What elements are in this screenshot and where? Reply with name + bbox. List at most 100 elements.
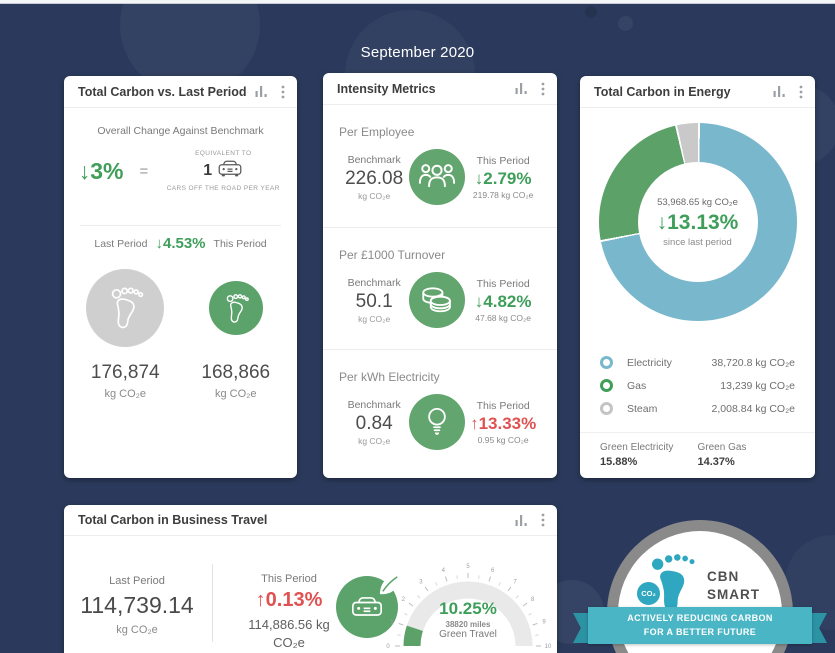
- energy-legend: Electricity 38,720.8 kg CO₂e Gas 13,239 …: [580, 351, 815, 420]
- per-employee-section: Per Employee Benchmark 226.08 kg CO₂e Th…: [323, 105, 557, 227]
- ribbon-line1: ACTIVELY REDUCING CARBON: [627, 613, 773, 624]
- svg-text:9: 9: [542, 619, 546, 625]
- leaf-icon: [378, 573, 403, 603]
- this-period-footprint-column: 168,866 kg CO₂e: [181, 269, 292, 400]
- kebab-menu-icon[interactable]: [541, 513, 545, 527]
- footprint-icon-this-period: [208, 281, 263, 335]
- green-electricity-label: Green Electricity: [600, 442, 674, 453]
- electricity-ring-icon: [600, 356, 613, 369]
- change-value: ↓4.82%: [474, 291, 532, 311]
- legend-row-electricity[interactable]: Electricity 38,720.8 kg CO₂e: [580, 351, 815, 374]
- actual-value: 47.68 kg CO₂e: [475, 312, 532, 323]
- card-header: Intensity Metrics: [323, 73, 557, 105]
- footprint-logo-icon: [635, 545, 708, 626]
- green-travel-gauge-svg: 0 1 2 3 4 5 6 7 8 9 10: [386, 564, 552, 650]
- bar-chart-icon[interactable]: [255, 85, 269, 98]
- card-title: Total Carbon vs. Last Period: [78, 84, 247, 99]
- bar-chart-icon[interactable]: [515, 514, 529, 527]
- last-period-footprint-column: 176,874 kg CO₂e: [70, 269, 181, 400]
- travel-this-period-block: This Period ↑0.13% 114,886.56 kg CO₂e: [224, 573, 354, 651]
- svg-text:3: 3: [419, 579, 423, 585]
- vertical-divider: [212, 564, 213, 642]
- equals-sign: =: [139, 162, 149, 180]
- benchmark-value: 226.08: [345, 167, 404, 189]
- last-period-label: Last Period: [109, 575, 165, 587]
- change-value: ↓2.79%: [474, 168, 532, 188]
- this-period-label: This Period: [213, 237, 267, 250]
- bar-chart-icon[interactable]: [773, 85, 787, 98]
- kebab-menu-icon[interactable]: [541, 82, 545, 96]
- section-label: Per £1000 Turnover: [339, 248, 446, 262]
- last-period-unit: kg CO₂e: [116, 624, 158, 636]
- legend-name: Steam: [627, 402, 658, 415]
- benchmark-value: 50.1: [355, 290, 393, 312]
- legend-value: 38,720.8 kg CO₂e: [711, 356, 795, 369]
- cars-off-road-label: CARS OFF THE ROAD PER YEAR: [166, 185, 280, 192]
- benchmark-label: Benchmark: [347, 276, 401, 289]
- energy-donut-center: 53,968.65 kg CO₂e ↓13.13% since last per…: [637, 162, 758, 282]
- section-label: Per Employee: [339, 125, 415, 139]
- benchmark-unit: kg CO₂e: [358, 435, 391, 446]
- card-total-carbon-in-energy: Total Carbon in Energy 53,968.65 kg CO₂e…: [580, 76, 815, 478]
- svg-text:0: 0: [386, 644, 390, 650]
- benchmark-label: Benchmark: [347, 153, 401, 166]
- legend-value: 13,239 kg CO₂e: [720, 379, 795, 392]
- gauge-percent: 10.25%: [439, 599, 497, 618]
- badge-brand-line2: SMART: [707, 587, 760, 603]
- per-kwh-section: Per kWh Electricity Benchmark 0.84 kg CO…: [323, 349, 557, 471]
- card-header: Total Carbon vs. Last Period: [64, 76, 297, 108]
- business-travel-body: Last Period 114,739.14 kg CO₂e This Peri…: [64, 536, 557, 653]
- actual-value: 219.78 kg CO₂e: [472, 189, 534, 200]
- last-period-value: 176,874: [90, 362, 160, 383]
- this-period-unit: kg CO₂e: [214, 388, 257, 400]
- ribbon-line2: FOR A BETTER FUTURE: [643, 626, 757, 637]
- svg-text:6: 6: [491, 568, 495, 574]
- svg-text:10: 10: [545, 644, 552, 650]
- card-title: Total Carbon in Energy: [594, 84, 731, 99]
- card-total-carbon-in-business-travel: Total Carbon in Business Travel Last Per…: [64, 505, 557, 653]
- this-period-label: This Period: [476, 277, 530, 290]
- card-header: Total Carbon in Business Travel: [64, 505, 557, 536]
- overall-change-value: ↓3%: [78, 157, 124, 184]
- green-travel-car-icon: [336, 574, 401, 638]
- legend-value: 2,008.84 kg CO₂e: [711, 402, 795, 415]
- equivalent-cars-value: 1: [203, 162, 213, 179]
- green-gas-label: Green Gas: [697, 442, 747, 453]
- gauge-caption: Green Travel: [439, 629, 497, 640]
- legend-row-gas[interactable]: Gas 13,239 kg CO₂e: [580, 374, 815, 397]
- donut-center-change: ↓13.13%: [656, 210, 739, 234]
- card-title: Intensity Metrics: [337, 81, 436, 96]
- equivalent-to-label: EQUIVALENT TO: [195, 150, 252, 157]
- steam-ring-icon: [600, 402, 613, 415]
- svg-text:7: 7: [513, 579, 517, 585]
- footprint-icon-last-period: [86, 269, 165, 347]
- svg-text:8: 8: [531, 597, 535, 603]
- period-change-value: ↓4.53%: [155, 235, 206, 252]
- donut-center-caption: since last period: [663, 236, 732, 248]
- lightbulb-icon: [409, 394, 466, 450]
- benchmark-label: Benchmark: [347, 398, 401, 411]
- energy-footer: Green Electricity 15.88% Green Gas 14.37…: [580, 432, 815, 468]
- card-intensity-metrics: Intensity Metrics Per Employee Benchmark…: [323, 73, 557, 478]
- kebab-menu-icon[interactable]: [799, 85, 803, 99]
- coins-icon: [409, 272, 466, 328]
- benchmark-caption: Overall Change Against Benchmark: [97, 125, 264, 137]
- gas-ring-icon: [600, 379, 613, 392]
- per-turnover-section: Per £1000 Turnover Benchmark 50.1 kg CO₂…: [323, 227, 557, 349]
- legend-row-steam[interactable]: Steam 2,008.84 kg CO₂e: [580, 397, 815, 420]
- svg-text:5: 5: [466, 564, 470, 570]
- kebab-menu-icon[interactable]: [281, 85, 285, 99]
- benchmark-unit: kg CO₂e: [358, 190, 391, 201]
- last-period-unit: kg CO₂e: [104, 388, 147, 400]
- this-period-label: This Period: [476, 399, 530, 412]
- card-total-carbon-vs-last-period: Total Carbon vs. Last Period Overall Cha…: [64, 76, 297, 478]
- cbn-smart-badge: CO₂ CBN SMART ACTIVELY REDUCING CARBON F…: [573, 520, 827, 653]
- card-header: Total Carbon in Energy: [580, 76, 815, 108]
- benchmark-value: 0.84: [355, 412, 393, 434]
- svg-text:4: 4: [442, 568, 446, 574]
- this-period-label: This Period: [261, 573, 317, 585]
- last-period-value: 114,739.14: [80, 592, 194, 618]
- divider: [80, 225, 281, 226]
- bar-chart-icon[interactable]: [515, 82, 529, 95]
- legend-name: Electricity: [627, 356, 672, 369]
